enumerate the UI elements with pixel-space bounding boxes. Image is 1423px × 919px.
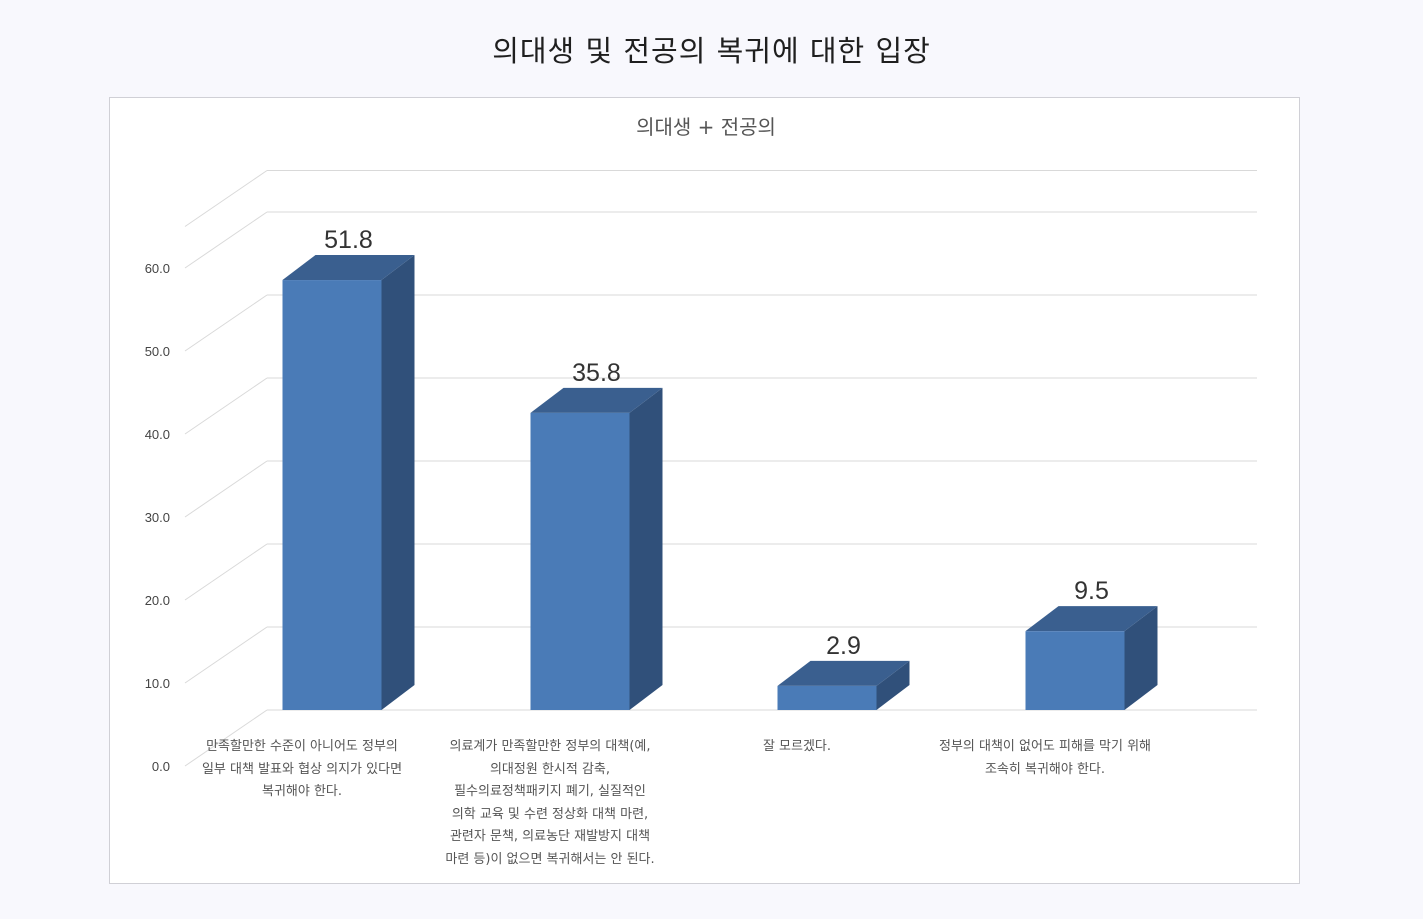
- grid-diagonal: [184, 460, 268, 518]
- y-tick-label: 10.0: [145, 676, 170, 691]
- category-label-line: 잘 모르겠다.: [762, 739, 832, 754]
- y-tick-label: 40.0: [145, 427, 170, 442]
- y-tick-label: 60.0: [145, 261, 170, 276]
- bar-side: [1124, 606, 1158, 710]
- bar: [530, 412, 630, 710]
- bar: [777, 685, 877, 710]
- bar-top: [530, 387, 663, 413]
- bar-side: [381, 255, 415, 710]
- category-label-line: 의료계가 만족할만한 정부의 대책(예,: [449, 739, 651, 754]
- y-tick-label: 50.0: [145, 344, 170, 359]
- page-title: 의대생 및 전공의 복귀에 대한 입장: [492, 34, 931, 68]
- category-label-line: 마련 등)이 없으면 복귀해서는 안 된다.: [445, 851, 655, 867]
- category-label-line: 조속히 복귀해야 한다.: [984, 761, 1106, 777]
- category-label-line: 필수의료정책패키지 폐기, 실질적인: [454, 784, 646, 799]
- y-tick-label: 20.0: [145, 593, 170, 608]
- bar-side: [876, 660, 910, 710]
- category-label-line: 복귀해야 한다.: [261, 784, 343, 799]
- y-tick-label: 0.0: [152, 759, 170, 774]
- y-tick-label: 30.0: [145, 510, 170, 525]
- grid-diagonal: [184, 626, 268, 684]
- category-label-line: 일부 대책 발표와 협상 의지가 있다면: [201, 761, 403, 777]
- grid-diagonal: [184, 543, 268, 601]
- grid-diagonal: [184, 170, 268, 227]
- bar-chart-3d: 의대생 + 전공의 0.0 10.0 20.0 30.0 40.0 50.0 60.0 51…: [145, 115, 1257, 774]
- chart-subtitle: 의대생 + 전공의: [636, 115, 776, 139]
- grid-diagonal: [184, 377, 268, 435]
- data-label: 51.8: [324, 226, 373, 254]
- bar-top: [282, 255, 415, 281]
- category-label-line: 관련자 문책, 의료농단 재발방지 대책: [449, 829, 651, 844]
- bar-side: [629, 387, 663, 710]
- category-label-line: 의대정원 한시적 감축,: [489, 761, 611, 777]
- category-label-line: 의학 교육 및 수련 정상화 대책 마련,: [451, 806, 649, 822]
- data-label: 9.5: [1074, 577, 1109, 605]
- grid-diagonal: [184, 709, 268, 767]
- category-label-line: 정부의 대책이 없어도 피해를 막기 위해: [938, 739, 1152, 754]
- grid-diagonal: [184, 211, 268, 269]
- data-label: 35.8: [572, 359, 621, 387]
- category-label: 의료계가 만족할만한 정부의 대책(예, 의대정원 한시적 감축, 필수의료정책패키…: [430, 736, 670, 871]
- data-label: 2.9: [826, 632, 861, 660]
- bar: [282, 280, 382, 710]
- category-label-line: 만족할만한 수준이 아니어도 정부의: [206, 739, 398, 754]
- category-label: 잘 모르겠다.: [677, 736, 917, 759]
- grid-diagonal: [184, 294, 268, 352]
- bar-top: [1025, 606, 1158, 632]
- chart-container: 의대생 + 전공의 0.0 10.0 20.0 30.0 40.0 50.0 60.0 51…: [109, 97, 1300, 884]
- bar-top: [777, 660, 910, 686]
- bar: [1025, 631, 1125, 710]
